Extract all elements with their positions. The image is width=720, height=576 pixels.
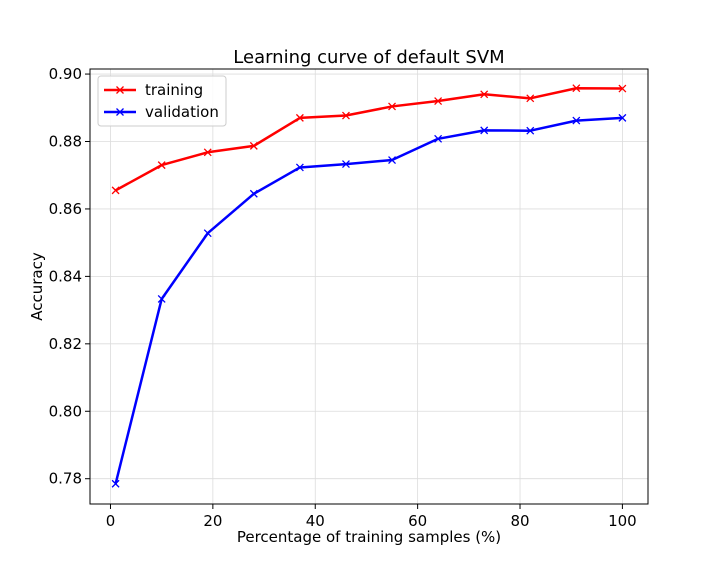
training-point xyxy=(618,84,627,93)
tick-layer: 0 20 40 60 80 100 0.78 0.80 0.82 0.84 0.86 0.88 0.90 xyxy=(49,65,637,530)
y-tick-label: 0.86 xyxy=(49,200,82,218)
chart-title: Learning curve of default SVM xyxy=(233,47,504,68)
training-point xyxy=(295,113,304,122)
validation-point xyxy=(480,126,489,135)
validation-line xyxy=(114,116,623,485)
training-point xyxy=(388,102,396,111)
x-axis-label: Percentage of training samples (%) xyxy=(237,528,501,546)
legend-label-training: training xyxy=(145,81,203,99)
training-point xyxy=(111,186,120,195)
y-tick-label: 0.90 xyxy=(49,65,82,83)
training-point xyxy=(157,161,166,170)
training-point xyxy=(203,148,212,157)
validation-point xyxy=(434,134,443,143)
validation-point xyxy=(111,479,120,488)
validation-point xyxy=(572,116,581,125)
x-tick-label: 100 xyxy=(608,512,637,530)
y-tick-label: 0.88 xyxy=(49,133,82,151)
training-line xyxy=(114,86,623,192)
legend-box xyxy=(97,75,227,127)
validation-point xyxy=(157,295,166,303)
validation-point xyxy=(249,189,258,198)
series-validation xyxy=(111,113,627,488)
y-tick-label: 0.78 xyxy=(49,470,82,488)
x-tick-label: 0 xyxy=(106,512,116,530)
training-point xyxy=(526,94,535,103)
y-tick-label: 0.80 xyxy=(49,402,82,420)
legend-label-validation: validation xyxy=(145,103,219,121)
training-point xyxy=(434,97,443,105)
validation-point xyxy=(526,126,535,135)
validation-point xyxy=(295,163,304,172)
x-tick-label: 20 xyxy=(203,512,222,530)
x-tick-label: 60 xyxy=(408,512,427,530)
training-point xyxy=(480,90,489,99)
validation-point xyxy=(618,113,627,122)
validation-point xyxy=(342,160,350,169)
training-point xyxy=(572,84,581,93)
legend-marker-training xyxy=(116,86,124,94)
x-tick-label: 80 xyxy=(510,512,529,530)
series-layer xyxy=(111,84,627,488)
series-training xyxy=(111,84,627,195)
y-tick-label: 0.84 xyxy=(49,267,82,285)
training-point xyxy=(342,111,350,120)
y-tick-label: 0.82 xyxy=(49,335,82,353)
x-tick-label: 40 xyxy=(306,512,325,530)
plot-frame xyxy=(89,68,649,505)
validation-point xyxy=(203,229,212,238)
y-axis-label: Accuracy xyxy=(28,252,46,321)
grid-layer xyxy=(90,69,648,504)
validation-point xyxy=(388,156,396,165)
training-point xyxy=(249,141,258,150)
legend: training validation xyxy=(97,75,227,127)
legend-marker-validation xyxy=(116,108,124,116)
